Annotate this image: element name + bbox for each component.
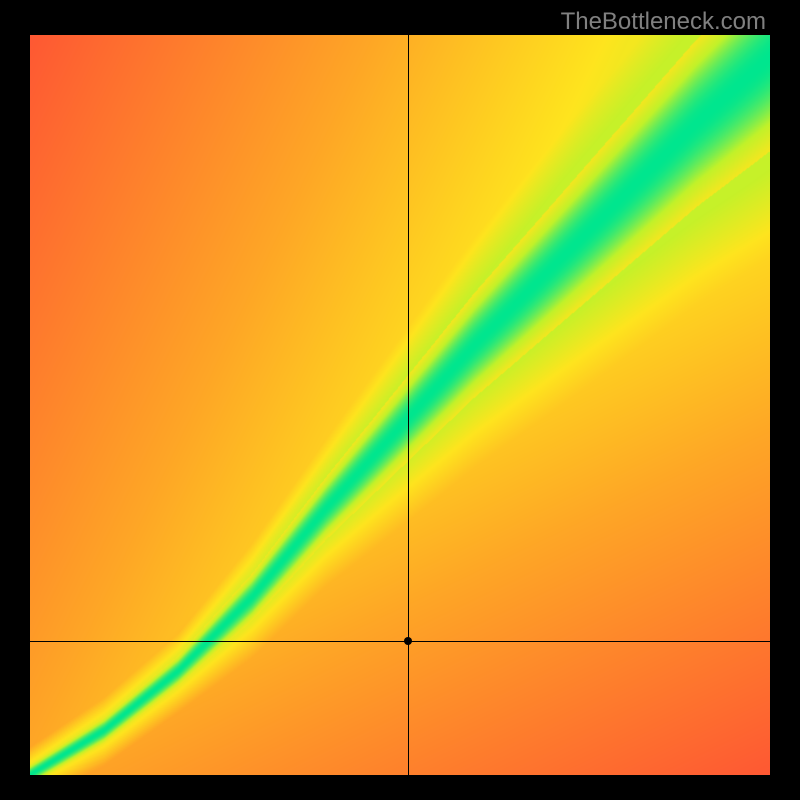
crosshair-horizontal: [30, 641, 770, 642]
heatmap-canvas: [30, 35, 770, 775]
marker-dot: [404, 637, 412, 645]
watermark-label: TheBottleneck.com: [561, 8, 766, 36]
crosshair-vertical: [408, 35, 409, 775]
chart-area: [30, 35, 770, 775]
chart-container: TheBottleneck.com: [0, 0, 800, 800]
